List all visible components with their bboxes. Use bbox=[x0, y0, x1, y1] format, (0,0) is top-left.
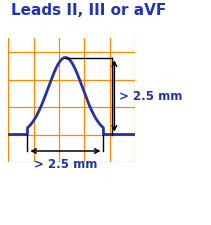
Text: > 2.5 mm: > 2.5 mm bbox=[34, 158, 97, 171]
Text: > 2.5 mm: > 2.5 mm bbox=[119, 90, 182, 103]
Text: Leads II, III or aVF: Leads II, III or aVF bbox=[11, 3, 166, 18]
